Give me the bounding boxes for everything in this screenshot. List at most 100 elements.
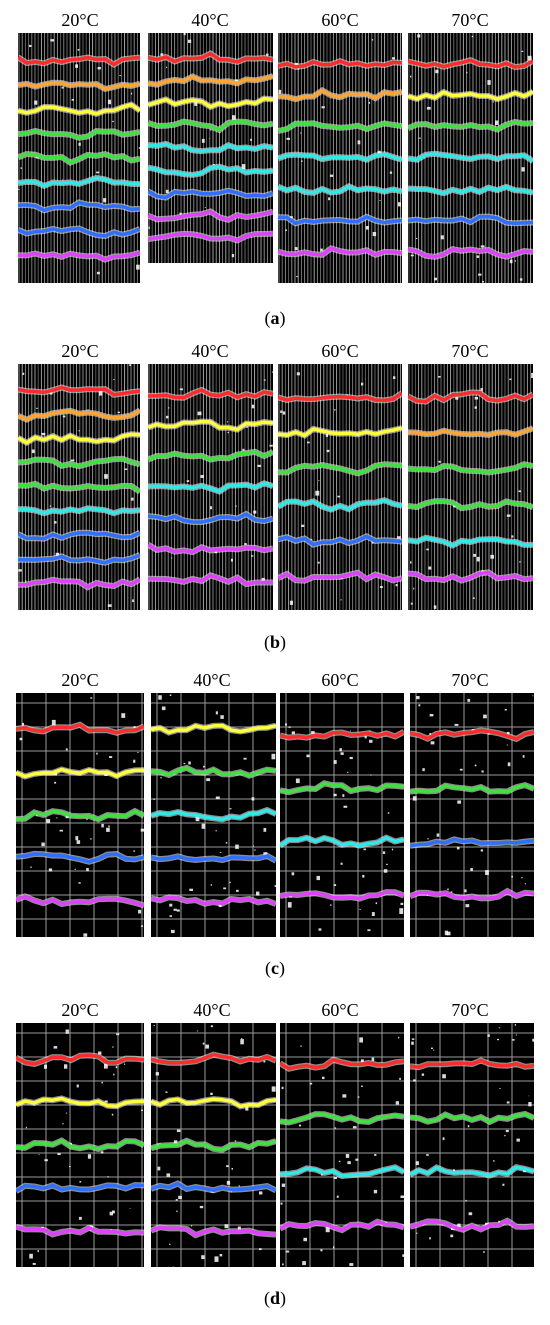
noise-speck bbox=[19, 737, 23, 741]
noise-speck bbox=[509, 378, 512, 381]
micrograph-image bbox=[148, 33, 273, 263]
noise-speck bbox=[457, 800, 462, 804]
micrograph-image bbox=[278, 364, 402, 610]
noise-speck bbox=[51, 719, 56, 726]
caption-letter: c bbox=[271, 958, 279, 978]
noise-speck bbox=[96, 171, 100, 174]
noise-speck bbox=[280, 410, 283, 413]
noise-speck bbox=[280, 1202, 283, 1205]
noise-speck bbox=[37, 1250, 39, 1253]
noise-speck bbox=[75, 64, 78, 68]
trace-red bbox=[280, 1058, 404, 1071]
noise-speck bbox=[186, 480, 190, 482]
noise-speck bbox=[107, 1176, 109, 1178]
trace-yellow bbox=[18, 102, 140, 116]
noise-speck bbox=[334, 409, 336, 411]
noise-speck bbox=[516, 1138, 520, 1142]
noise-speck bbox=[298, 1124, 302, 1127]
noise-speck bbox=[109, 756, 113, 758]
caption-paren: ) bbox=[279, 308, 286, 328]
micrograph-panel bbox=[408, 364, 533, 610]
micrograph-image bbox=[280, 693, 404, 937]
noise-speck bbox=[101, 823, 104, 828]
noise-speck bbox=[528, 1102, 532, 1107]
trace-green bbox=[408, 499, 533, 510]
noise-speck bbox=[20, 167, 22, 169]
noise-speck bbox=[505, 1129, 509, 1133]
noise-speck bbox=[48, 868, 53, 872]
noise-speck bbox=[25, 580, 27, 583]
micrograph-image bbox=[151, 1023, 276, 1267]
trace-green bbox=[280, 781, 404, 794]
noise-speck bbox=[229, 881, 231, 884]
noise-speck bbox=[361, 1085, 363, 1087]
trace-cyan bbox=[278, 152, 402, 162]
noise-speck bbox=[379, 200, 381, 201]
noise-speck bbox=[349, 1263, 354, 1266]
noise-speck bbox=[375, 902, 378, 905]
trace-yellow bbox=[148, 419, 273, 432]
noise-speck bbox=[137, 752, 139, 753]
noise-speck bbox=[230, 558, 233, 562]
noise-speck bbox=[250, 138, 252, 141]
noise-speck bbox=[345, 1154, 350, 1158]
noise-speck bbox=[241, 164, 246, 170]
noise-speck bbox=[474, 406, 477, 409]
trace-orange bbox=[278, 88, 402, 101]
micrograph-panel bbox=[151, 1023, 276, 1267]
noise-speck bbox=[183, 762, 186, 765]
noise-speck bbox=[202, 1042, 205, 1045]
micrograph-panel bbox=[148, 364, 273, 610]
temperature-label: 40°C bbox=[193, 1000, 231, 1020]
noise-speck bbox=[189, 888, 193, 891]
noise-speck bbox=[474, 396, 478, 400]
noise-speck bbox=[399, 908, 404, 914]
noise-speck bbox=[240, 1039, 244, 1045]
noise-speck bbox=[321, 106, 325, 109]
noise-speck bbox=[310, 538, 313, 540]
noise-speck bbox=[413, 1079, 416, 1082]
noise-speck bbox=[170, 557, 173, 559]
noise-speck bbox=[101, 1081, 103, 1084]
noise-speck bbox=[328, 197, 331, 201]
noise-speck bbox=[440, 235, 444, 240]
trace-orange bbox=[408, 426, 533, 437]
trace-blue bbox=[151, 1181, 276, 1193]
noise-speck bbox=[426, 106, 431, 110]
noise-speck bbox=[434, 277, 437, 281]
noise-speck bbox=[113, 1073, 115, 1076]
noise-speck bbox=[220, 715, 224, 719]
noise-speck bbox=[136, 264, 140, 270]
trace-cyan bbox=[18, 176, 140, 188]
noise-speck bbox=[108, 825, 110, 828]
trace-cyan bbox=[280, 1165, 404, 1178]
noise-speck bbox=[363, 848, 366, 851]
micrograph-image bbox=[151, 693, 276, 937]
noise-speck bbox=[235, 505, 237, 507]
trace-orange bbox=[148, 74, 273, 87]
noise-speck bbox=[201, 138, 205, 143]
caption-letter: d bbox=[269, 1288, 280, 1308]
noise-speck bbox=[104, 1100, 108, 1103]
noise-speck bbox=[318, 928, 322, 931]
noise-speck bbox=[282, 411, 286, 415]
trace-yellow bbox=[148, 96, 273, 109]
noise-speck bbox=[153, 798, 156, 800]
noise-speck bbox=[338, 1160, 341, 1163]
trace-magenta bbox=[408, 247, 533, 259]
noise-speck bbox=[528, 1095, 530, 1097]
trace-green bbox=[151, 766, 276, 778]
noise-speck bbox=[398, 1036, 400, 1039]
noise-speck bbox=[241, 1038, 243, 1040]
trace-cyan bbox=[148, 142, 273, 153]
noise-speck bbox=[158, 695, 162, 700]
trace-yellow bbox=[278, 426, 402, 438]
noise-speck bbox=[54, 521, 57, 524]
trace-green bbox=[278, 462, 402, 476]
noise-speck bbox=[49, 505, 52, 507]
trace-red bbox=[151, 1052, 276, 1065]
noise-speck bbox=[438, 376, 441, 378]
noise-speck bbox=[303, 1237, 307, 1242]
noise-speck bbox=[56, 817, 58, 819]
noise-speck bbox=[417, 34, 421, 38]
